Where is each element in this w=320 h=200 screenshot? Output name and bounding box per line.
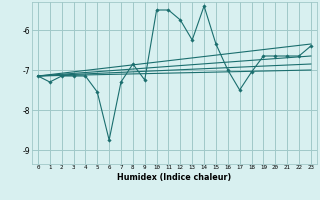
X-axis label: Humidex (Indice chaleur): Humidex (Indice chaleur) — [117, 173, 232, 182]
